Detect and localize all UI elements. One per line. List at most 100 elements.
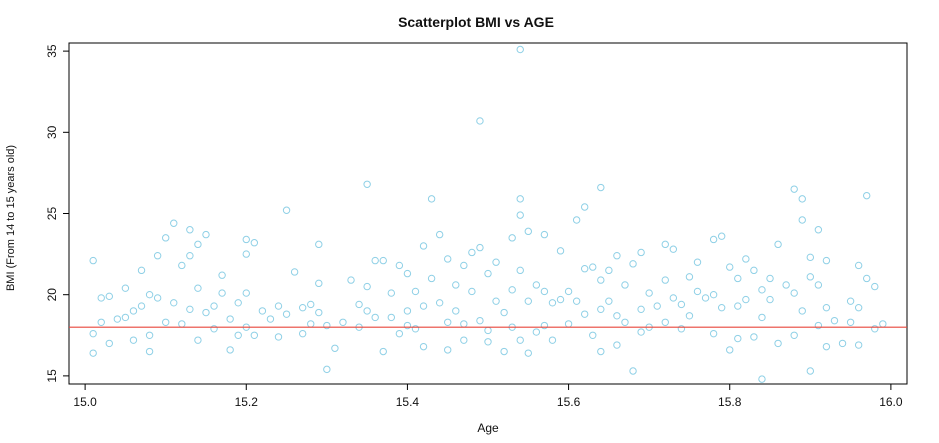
y-tick-label: 20 [45, 288, 59, 302]
data-point [452, 281, 460, 289]
data-point [347, 276, 355, 284]
y-axis: 15 20 25 30 35 [45, 44, 69, 383]
data-point [234, 299, 242, 307]
data-point [137, 302, 146, 310]
data-point [540, 321, 549, 330]
data-point [693, 287, 702, 296]
data-point [145, 290, 154, 299]
data-point [798, 307, 806, 315]
data-point [790, 331, 798, 339]
data-point [589, 331, 597, 339]
data-point [532, 281, 541, 289]
data-point [580, 265, 589, 273]
data-point [492, 258, 500, 266]
data-point [613, 252, 621, 260]
data-point [290, 268, 299, 276]
data-point [774, 339, 782, 348]
data-point [194, 240, 202, 249]
data-point [516, 195, 524, 203]
data-point [145, 331, 154, 339]
x-axis-label: Age [477, 421, 499, 435]
data-point [411, 325, 420, 333]
data-point [524, 297, 532, 305]
data-point [170, 219, 178, 227]
data-point [210, 302, 218, 310]
data-point [701, 294, 710, 302]
data-point [629, 260, 637, 268]
data-point [629, 367, 637, 375]
data-point [508, 286, 516, 294]
data-point [758, 375, 766, 383]
data-point [178, 261, 186, 270]
data-point [105, 292, 113, 301]
data-point [871, 282, 879, 291]
data-point [186, 226, 194, 234]
data-point [307, 320, 315, 328]
data-point [395, 329, 404, 338]
data-point [105, 339, 113, 348]
data-point [846, 297, 855, 305]
data-point [89, 256, 97, 265]
data-point [387, 289, 396, 297]
data-point [113, 315, 122, 323]
data-point [798, 216, 806, 224]
data-point [97, 318, 105, 326]
data-point [363, 180, 371, 188]
data-point [532, 328, 541, 336]
data-point [97, 294, 105, 302]
data-point [589, 263, 597, 271]
data-point [89, 349, 97, 357]
data-point [323, 321, 331, 330]
data-point [693, 258, 702, 266]
plot-frame [68, 42, 908, 385]
data-point [250, 239, 259, 247]
data-point [790, 185, 798, 193]
data-point [709, 235, 718, 244]
data-point [822, 256, 831, 265]
data-point [726, 263, 734, 271]
data-point [282, 206, 291, 214]
data-point [194, 284, 202, 292]
data-point [202, 230, 210, 239]
data-points [89, 45, 887, 383]
data-point [782, 281, 790, 289]
data-point [129, 307, 138, 315]
data-point [516, 336, 524, 344]
data-point [266, 315, 275, 323]
data-point [798, 195, 806, 203]
data-point [331, 344, 339, 352]
data-point [854, 261, 863, 270]
data-point [758, 286, 766, 294]
data-point [734, 334, 742, 343]
data-point [540, 230, 549, 239]
data-point [572, 297, 581, 305]
data-point [637, 248, 645, 257]
data-point [508, 234, 516, 242]
data-point [315, 240, 323, 249]
data-point [476, 117, 484, 125]
data-point [645, 289, 653, 297]
data-point [121, 284, 130, 292]
data-point [315, 308, 323, 317]
data-point [492, 297, 500, 305]
data-point [371, 313, 379, 322]
data-point [460, 261, 468, 270]
data-point [435, 299, 444, 307]
data-point [274, 302, 283, 310]
data-point [685, 312, 694, 320]
data-point [460, 320, 468, 328]
data-point [734, 302, 742, 310]
data-point [484, 326, 492, 335]
data-point [790, 289, 798, 297]
data-point [717, 232, 726, 240]
data-point [460, 336, 468, 344]
data-point [121, 313, 130, 322]
data-point [677, 300, 686, 309]
data-point [548, 299, 557, 307]
data-point [806, 367, 815, 375]
data-point [806, 273, 815, 281]
x-tick-label: 15.0 [73, 395, 97, 409]
data-point [427, 195, 436, 203]
data-point [613, 312, 621, 320]
